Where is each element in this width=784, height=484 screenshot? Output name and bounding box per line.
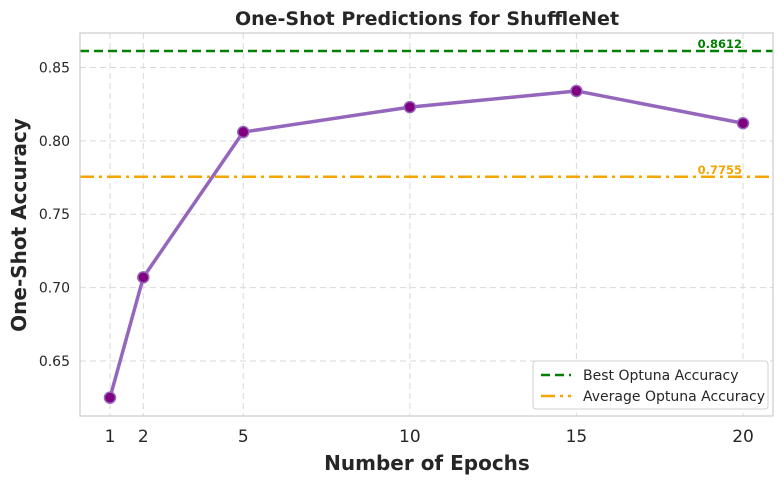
y-tick-label: 0.75 — [39, 207, 70, 223]
data-point — [237, 125, 250, 139]
plot-frame — [79, 32, 774, 417]
data-point — [103, 391, 117, 404]
x-tick-label: 5 — [238, 427, 249, 447]
y-tick-label: 0.85 — [39, 60, 70, 76]
data-point — [403, 100, 417, 114]
series-line — [108, 89, 745, 400]
y-tick-label: 0.70 — [39, 281, 70, 297]
data-point — [736, 116, 750, 130]
reference-lines: 0.8612 0.7755 — [80, 37, 773, 179]
ticks: 1 2 5 10 15 20 0.65 0.70 0.75 0.80 0.85 — [39, 60, 754, 447]
x-tick-label: 15 — [566, 427, 588, 447]
series — [103, 84, 750, 404]
x-tick-label: 20 — [732, 427, 754, 447]
y-tick-label: 0.65 — [39, 354, 70, 370]
grid — [80, 33, 773, 416]
legend-label-best: Best Optuna Accuracy — [583, 368, 739, 384]
x-tick-label: 1 — [105, 427, 116, 447]
data-point — [570, 84, 583, 98]
x-tick-label: 10 — [399, 427, 421, 447]
data-point — [137, 271, 150, 284]
legend-box — [532, 360, 769, 410]
chart-title: One-Shot Predictions for ShuffleNet — [235, 8, 619, 30]
x-tick-label: 2 — [138, 427, 149, 447]
x-axis-label: Number of Epochs — [324, 451, 530, 475]
reference-value-label: 0.8612 — [698, 37, 742, 51]
y-tick-label: 0.80 — [39, 134, 70, 150]
reference-value-label: 0.7755 — [698, 163, 742, 177]
y-axis-label: One-Shot Accuracy — [7, 118, 31, 332]
legend-label-average: Average Optuna Accuracy — [583, 389, 765, 405]
legend: Best Optuna Accuracy Average Optuna Accu… — [532, 360, 769, 410]
